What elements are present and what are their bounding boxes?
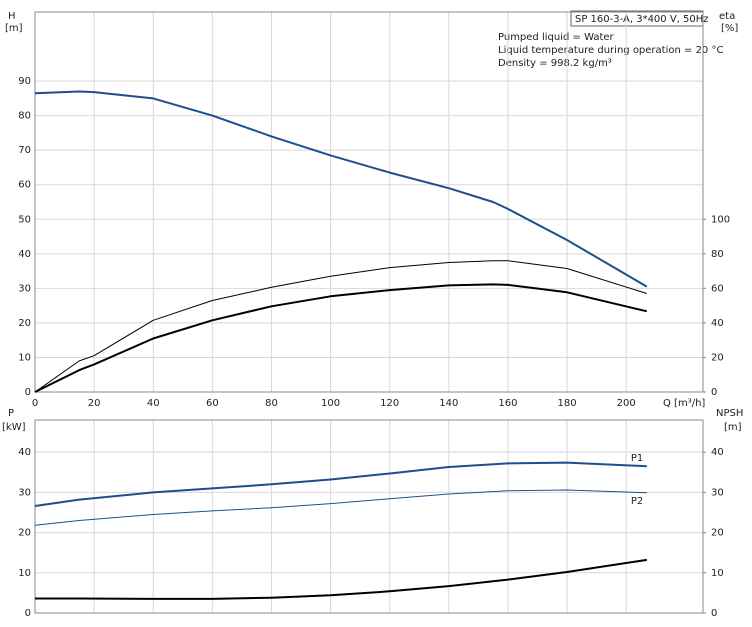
y2-tick-label: 0 bbox=[711, 387, 717, 398]
plot-frame bbox=[34, 11, 704, 393]
y-axis-unit: [kW] bbox=[2, 422, 26, 433]
y-axis-label: H bbox=[8, 11, 16, 22]
y-tick-label: 50 bbox=[18, 214, 31, 225]
x-tick-label: 60 bbox=[206, 398, 219, 409]
y2-axis-unit: [m] bbox=[724, 422, 742, 433]
plot-frame bbox=[34, 419, 704, 614]
annotation: Pumped liquid = Water bbox=[498, 32, 615, 43]
y2-tick-label: 40 bbox=[711, 447, 724, 458]
y2-tick-label: 0 bbox=[711, 608, 717, 619]
series-line bbox=[34, 90, 648, 288]
x-tick-label: 100 bbox=[321, 398, 340, 409]
annotation: Liquid temperature during operation = 20… bbox=[498, 45, 723, 56]
y-tick-label: 90 bbox=[18, 76, 31, 87]
plot: 0 10 20 30 40 0 10 20 30 40 P1 P2 bbox=[18, 419, 724, 619]
annotation: SP 160-3-A, 3*400 V, 50Hz bbox=[575, 14, 709, 25]
y-tick-label: 60 bbox=[18, 180, 31, 191]
x-tick-label: 120 bbox=[380, 398, 399, 409]
x-tick-label: 20 bbox=[88, 398, 101, 409]
y-tick-label: 70 bbox=[18, 145, 31, 156]
x-tick-label: 200 bbox=[617, 398, 636, 409]
y2-tick-label: 40 bbox=[711, 318, 724, 329]
y2-tick-label: 30 bbox=[711, 487, 724, 498]
series-line bbox=[34, 489, 647, 526]
y2-tick-label: 10 bbox=[711, 568, 724, 579]
y-axis-label: P bbox=[8, 408, 14, 419]
x-tick-label: 180 bbox=[557, 398, 576, 409]
y-tick-label: 20 bbox=[18, 528, 31, 539]
y-tick-label: 20 bbox=[18, 318, 31, 329]
y2-axis-unit: [%] bbox=[721, 23, 738, 34]
y2-tick-label: 100 bbox=[711, 214, 730, 225]
y2-axis-label: eta bbox=[719, 11, 735, 22]
y-tick-label: 0 bbox=[25, 387, 31, 398]
x-tick-label: 40 bbox=[147, 398, 160, 409]
series-label: P2 bbox=[631, 496, 643, 507]
series-line bbox=[34, 260, 647, 393]
x-tick-label: 80 bbox=[265, 398, 278, 409]
annotation: Density = 998.2 kg/m³ bbox=[498, 58, 612, 69]
y2-tick-label: 60 bbox=[711, 283, 724, 294]
y2-tick-label: 20 bbox=[711, 352, 724, 363]
y2-tick-label: 80 bbox=[711, 249, 724, 260]
y-tick-label: 40 bbox=[18, 447, 31, 458]
series-line bbox=[34, 461, 647, 507]
y-tick-label: 0 bbox=[25, 608, 31, 619]
series-label: P1 bbox=[631, 453, 643, 464]
x-tick-label: 140 bbox=[439, 398, 458, 409]
y-tick-label: 30 bbox=[18, 487, 31, 498]
y2-tick-label: 20 bbox=[711, 528, 724, 539]
series-line bbox=[34, 283, 648, 393]
series-line bbox=[35, 558, 647, 600]
y-tick-label: 80 bbox=[18, 111, 31, 122]
y-tick-label: 30 bbox=[18, 283, 31, 294]
y-tick-label: 40 bbox=[18, 249, 31, 260]
y-axis-unit: [m] bbox=[5, 23, 23, 34]
plot: 0 20 40 60 80 100 120 140 160 180 2000102030405060… bbox=[18, 11, 730, 409]
x-tick-label: 160 bbox=[498, 398, 517, 409]
y2-axis-label: NPSH bbox=[716, 408, 743, 419]
y-tick-label: 10 bbox=[18, 352, 31, 363]
plot-area bbox=[34, 419, 704, 614]
y-tick-label: 10 bbox=[18, 568, 31, 579]
x-tick-label: 0 bbox=[32, 398, 38, 409]
plot-area bbox=[34, 11, 704, 393]
x-axis-label: Q [m³/h] bbox=[663, 398, 705, 409]
